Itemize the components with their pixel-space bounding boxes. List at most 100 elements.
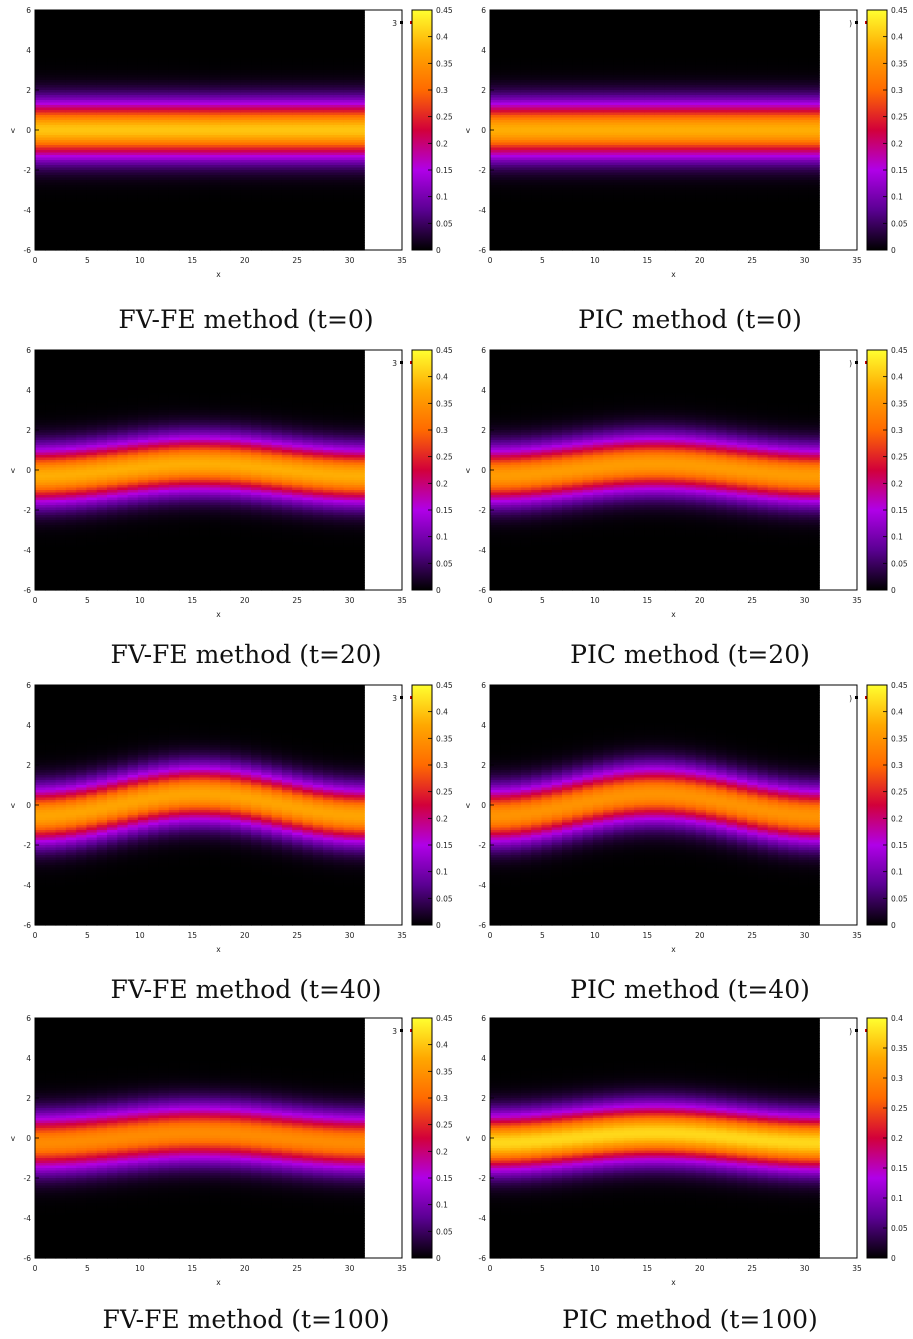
y-tick-label: 2 <box>26 86 31 95</box>
y-tick-label: 4 <box>481 46 486 55</box>
phase-space-panel: 0 5 10 15 20 25 30 35-6-4-20246xv300.050.10.150… <box>11 681 453 954</box>
x-tick-label: 20 <box>240 1264 250 1273</box>
panel-caption: FV-FE method (t=40) <box>26 975 466 1004</box>
x-tick-label: 35 <box>852 596 862 605</box>
y-tick-label: 4 <box>26 46 31 55</box>
x-tick-label: 20 <box>240 256 250 265</box>
colorbar-tick-label: 0.3 <box>436 1094 448 1103</box>
colorbar-tick-label: 0.3 <box>436 86 448 95</box>
x-tick-label: 30 <box>800 1264 810 1273</box>
x-tick-label: 25 <box>747 931 757 940</box>
x-axis-label: x <box>671 270 676 279</box>
colorbar-tick-label: 0 <box>436 921 441 930</box>
legend-fragment: ) <box>849 359 852 368</box>
heatmap-image <box>490 350 820 591</box>
colorbar-tick-label: 0.25 <box>891 1104 908 1113</box>
x-tick-label: 25 <box>747 256 757 265</box>
x-tick-label: 30 <box>345 1264 355 1273</box>
colorbar-tick-label: 0.05 <box>436 559 453 568</box>
colorbar-tick-label: 0.45 <box>436 1014 453 1023</box>
x-tick-label: 5 <box>85 596 90 605</box>
y-tick-label: -4 <box>24 546 32 555</box>
phase-space-panel: 0 5 10 15 20 25 30 35 -6 -4 -2 0 2 4 6 x v) 0 0.05 0.1 0.15 0… <box>466 346 908 619</box>
y-tick-label: -6 <box>24 921 32 930</box>
x-tick-label: 15 <box>188 256 198 265</box>
colorbar-tick-label: 0.05 <box>891 559 908 568</box>
x-tick-label: 30 <box>345 596 355 605</box>
y-tick-label: 0 <box>26 466 31 475</box>
x-tick-label: 0 <box>33 256 38 265</box>
x-tick-label: 15 <box>643 596 653 605</box>
legend-fragment: 3 <box>392 359 397 368</box>
y-tick-label: -2 <box>24 841 32 850</box>
colorbar-tick-label: 0.4 <box>436 708 448 717</box>
colorbar-tick-label: 0.45 <box>436 6 453 15</box>
x-tick-label: 0 <box>33 596 38 605</box>
x-tick-label: 15 <box>188 1264 198 1273</box>
colorbar-tick-label: 0.35 <box>436 1067 453 1076</box>
x-axis-label: x <box>671 610 676 619</box>
x-tick-label: 10 <box>590 931 600 940</box>
x-tick-label: 10 <box>590 596 600 605</box>
colorbar-tick-label: 0.1 <box>891 533 903 542</box>
colorbar-tick-label: 0.4 <box>436 1041 448 1050</box>
colorbar-tick-label: 0.35 <box>436 734 453 743</box>
legend-fragment: 3 <box>392 694 397 703</box>
y-tick-label: 6 <box>481 6 486 15</box>
colorbar-tick-label: 0 <box>891 246 896 255</box>
y-tick-label: -2 <box>24 166 32 175</box>
legend-dot <box>400 361 403 364</box>
x-tick-label: 5 <box>540 256 545 265</box>
x-tick-label: 15 <box>188 596 198 605</box>
y-tick-label: 0 <box>481 466 486 475</box>
legend-fragment: ) <box>849 694 852 703</box>
colorbar-tick-label: 0.45 <box>891 681 908 690</box>
x-tick-label: 0 <box>33 1264 38 1273</box>
y-tick-label: 4 <box>481 386 486 395</box>
x-tick-label: 25 <box>292 596 302 605</box>
legend-fragment: 3 <box>392 1027 397 1036</box>
colorbar-tick-label: 0.2 <box>436 814 448 823</box>
y-tick-label: -2 <box>479 841 487 850</box>
colorbar-tick-label: 0.2 <box>891 479 903 488</box>
y-tick-label: -4 <box>479 1214 487 1223</box>
y-tick-label: -4 <box>24 1214 32 1223</box>
legend-dot <box>855 1029 858 1032</box>
panel-caption: FV-FE method (t=0) <box>26 305 466 334</box>
x-tick-label: 0 <box>33 931 38 940</box>
colorbar-tick-label: 0.45 <box>891 346 908 355</box>
colorbar-tick-label: 0.05 <box>436 894 453 903</box>
x-tick-label: 5 <box>540 596 545 605</box>
y-tick-label: -6 <box>479 586 487 595</box>
x-tick-label: 10 <box>135 596 145 605</box>
heatmap-image <box>490 685 820 926</box>
colorbar-tick-label: 0.15 <box>436 506 453 515</box>
phase-space-panel: 0 5 10 15 20 25 30 35 -6 -4 -2 0 2 4 6 x v) 0 0.05 0.1 0.15 0… <box>466 6 908 279</box>
colorbar-tick-label: 0.15 <box>436 1174 453 1183</box>
x-tick-label: 25 <box>292 931 302 940</box>
panel-caption: FV-FE method (t=20) <box>26 640 466 669</box>
x-tick-label: 10 <box>135 1264 145 1273</box>
y-tick-label: -6 <box>24 246 32 255</box>
colorbar-tick-label: 0.4 <box>891 708 903 717</box>
heatmap-image <box>490 10 820 251</box>
colorbar-tick-label: 0.25 <box>891 788 908 797</box>
colorbar <box>411 1017 433 1259</box>
colorbar-tick-label: 0.2 <box>436 139 448 148</box>
heatmap-image <box>35 685 365 926</box>
colorbar-tick-label: 0.3 <box>891 86 903 95</box>
colorbar-tick-label: 0 <box>436 1254 441 1263</box>
y-tick-label: 0 <box>481 1134 486 1143</box>
colorbar-tick-label: 0.15 <box>891 1164 908 1173</box>
colorbar-tick-label: 0.05 <box>436 219 453 228</box>
panel-caption: PIC method (t=100) <box>470 1305 910 1334</box>
y-axis-label: v <box>466 801 471 810</box>
colorbar-tick-label: 0.35 <box>891 399 908 408</box>
colorbar-tick-label: 0.05 <box>891 219 908 228</box>
panel-caption: PIC method (t=20) <box>470 640 910 669</box>
colorbar-tick-label: 0.4 <box>436 33 448 42</box>
colorbar-tick-label: 0.15 <box>891 166 908 175</box>
x-tick-label: 35 <box>397 256 407 265</box>
colorbar-tick-label: 0.2 <box>891 814 903 823</box>
colorbar-tick-label: 0.4 <box>891 373 903 382</box>
